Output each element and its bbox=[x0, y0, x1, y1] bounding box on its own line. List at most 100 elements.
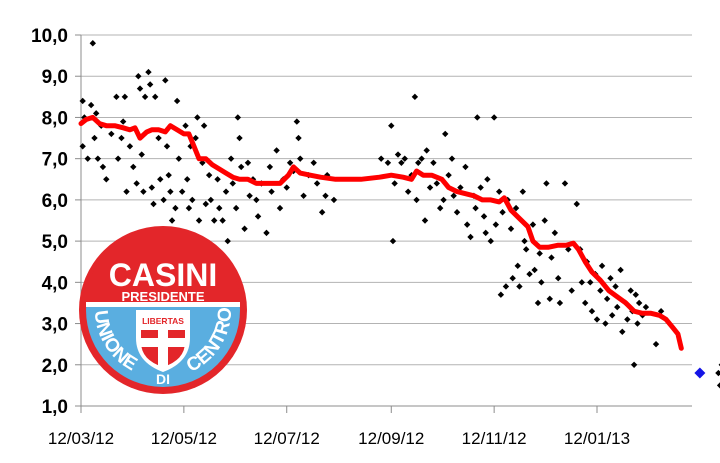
x-tick-label: 12/01/13 bbox=[564, 429, 630, 448]
poll-point bbox=[516, 283, 523, 290]
poll-point bbox=[445, 171, 452, 179]
poll-point bbox=[499, 209, 506, 216]
y-tick-label: 7,0 bbox=[42, 150, 68, 171]
poll-point bbox=[219, 217, 226, 224]
poll-point bbox=[556, 299, 564, 307]
poll-point bbox=[214, 176, 221, 183]
poll-point bbox=[79, 97, 86, 105]
poll-point bbox=[194, 114, 201, 121]
poll-point bbox=[541, 217, 548, 224]
poll-point bbox=[602, 320, 609, 327]
poll-point bbox=[79, 143, 86, 150]
poll-point bbox=[216, 204, 223, 212]
poll-point bbox=[657, 307, 665, 315]
poll-point bbox=[531, 266, 538, 274]
poll-point bbox=[413, 196, 420, 204]
poll-point bbox=[113, 93, 120, 101]
poll-point bbox=[614, 303, 621, 311]
poll-point bbox=[89, 40, 97, 47]
poll-point bbox=[548, 254, 555, 261]
poll-point bbox=[642, 303, 650, 311]
poll-point bbox=[401, 155, 408, 162]
poll-point bbox=[543, 180, 550, 187]
election-result-point bbox=[694, 367, 706, 379]
poll-point bbox=[507, 225, 515, 232]
y-tick-label: 2,0 bbox=[42, 356, 68, 377]
poll-point bbox=[652, 340, 660, 348]
poll-point bbox=[172, 204, 179, 212]
poll-point bbox=[634, 320, 641, 327]
poll-point bbox=[330, 196, 338, 204]
crusader-shield: LIBERTAS bbox=[136, 310, 190, 372]
poll-point bbox=[578, 279, 586, 286]
poll-point bbox=[581, 299, 589, 307]
poll-point bbox=[404, 188, 412, 195]
poll-point bbox=[612, 283, 619, 290]
poll-point bbox=[91, 134, 98, 142]
poll-point bbox=[121, 93, 129, 101]
poll-point bbox=[99, 163, 107, 171]
poll-point bbox=[207, 196, 215, 204]
poll-point bbox=[205, 171, 213, 179]
y-axis-ticks: 1,0 2,0 3,0 4,0 5,0 6,0 7,0 8,0 9,0 10,0 bbox=[31, 26, 81, 418]
poll-point bbox=[135, 73, 142, 80]
poll-point bbox=[536, 250, 543, 257]
poll-point bbox=[126, 143, 134, 150]
poll-point bbox=[484, 176, 491, 183]
poll-point bbox=[502, 283, 510, 290]
election-result bbox=[694, 367, 706, 379]
poll-point bbox=[254, 213, 262, 220]
poll-point bbox=[268, 188, 275, 195]
poll-point bbox=[246, 192, 253, 199]
poll-point bbox=[588, 307, 596, 315]
poll-point bbox=[136, 85, 144, 92]
poll-point bbox=[145, 68, 152, 76]
poll-point bbox=[84, 155, 91, 162]
poll-point bbox=[195, 217, 203, 224]
poll-point bbox=[433, 180, 441, 187]
poll-point bbox=[182, 122, 189, 129]
poll-point bbox=[391, 180, 398, 187]
poll-point bbox=[632, 291, 639, 298]
poll-point bbox=[283, 184, 290, 191]
poll-point bbox=[322, 192, 329, 199]
poll-point bbox=[555, 275, 562, 282]
poll-point bbox=[534, 299, 542, 307]
poll-point bbox=[630, 361, 638, 368]
x-tick-label: 12/07/12 bbox=[254, 429, 320, 448]
poll-point bbox=[293, 118, 301, 125]
poll-point bbox=[178, 188, 186, 195]
x-axis-ticks: 12/03/12 12/05/12 12/07/12 12/09/12 12/11/12… bbox=[48, 406, 630, 448]
poll-point bbox=[538, 279, 545, 286]
poll-point bbox=[224, 237, 231, 245]
y-tick-label: 1,0 bbox=[42, 397, 68, 418]
poll-point bbox=[603, 295, 611, 303]
poll-point bbox=[94, 155, 102, 162]
poll-point bbox=[92, 110, 100, 117]
poll-point bbox=[162, 77, 169, 84]
y-tick-label: 6,0 bbox=[42, 191, 68, 212]
poll-point bbox=[297, 155, 304, 162]
poll-point bbox=[140, 188, 147, 195]
poll-point bbox=[421, 217, 429, 224]
poll-point bbox=[377, 155, 385, 162]
poll-point bbox=[202, 200, 209, 208]
poll-point bbox=[430, 159, 437, 166]
poll-point bbox=[598, 262, 606, 270]
poll-point bbox=[546, 295, 553, 303]
poll-point bbox=[123, 188, 130, 195]
poll-point bbox=[227, 155, 235, 162]
poll-point bbox=[450, 192, 457, 199]
poll-point bbox=[426, 184, 434, 191]
poll-point bbox=[286, 159, 294, 166]
poll-point bbox=[295, 134, 302, 142]
poll-point bbox=[568, 287, 575, 294]
poll-point bbox=[276, 204, 284, 212]
poll-point bbox=[241, 225, 248, 232]
poll-point bbox=[472, 204, 479, 212]
poll-point bbox=[237, 163, 245, 171]
poll-point bbox=[146, 81, 154, 88]
poll-point bbox=[150, 200, 157, 208]
poll-point bbox=[418, 155, 425, 162]
